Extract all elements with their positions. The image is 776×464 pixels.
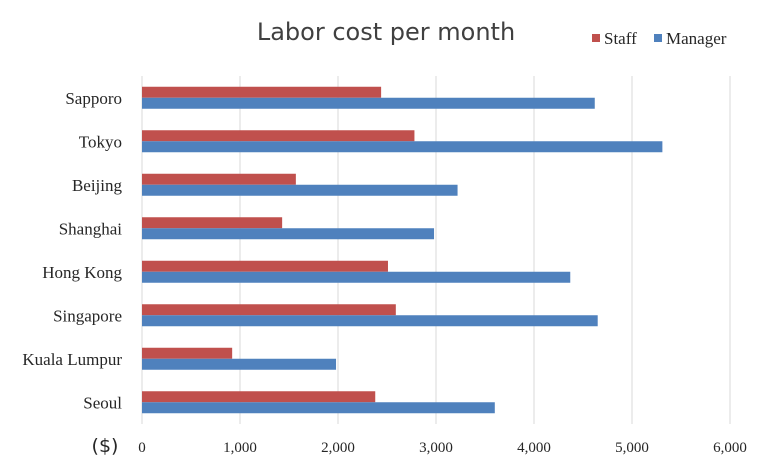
x-tick-label: 0 (138, 440, 146, 456)
bar-staff (142, 391, 376, 403)
legend-swatch (654, 34, 662, 42)
legend-label: Staff (604, 29, 637, 48)
bar-staff (142, 347, 233, 359)
x-tick-label: 6,000 (713, 440, 747, 456)
category-label: Shanghai (59, 219, 123, 238)
category-label: Singapore (53, 306, 122, 325)
bar-manager (142, 141, 663, 153)
bar-staff (142, 173, 296, 185)
bar-staff (142, 260, 388, 272)
legend-swatch (592, 34, 600, 42)
bar-manager (142, 228, 435, 240)
gridlines (141, 76, 731, 424)
bar-staff (142, 304, 396, 316)
category-label: Tokyo (79, 132, 122, 151)
x-tick-label: 4,000 (517, 440, 551, 456)
category-label: Kuala Lumpur (22, 350, 122, 369)
x-tick-labels: 0 1,000 2,000 3,000 4,000 5,000 6,000 (138, 440, 747, 456)
legend-label: Manager (666, 29, 727, 48)
bar-staff (142, 217, 283, 229)
category-label: Seoul (83, 393, 122, 412)
category-labels: Sapporo Tokyo Beijing Shanghai Hong Kong Sing… (22, 89, 122, 413)
category-label: Hong Kong (42, 263, 122, 282)
bar-manager (142, 184, 458, 196)
bar-staff (142, 86, 382, 98)
x-tick-label: 1,000 (223, 440, 257, 456)
chart-title: Labor cost per month (257, 18, 515, 46)
category-label: Sapporo (65, 89, 122, 108)
x-axis-unit-label: ($) (92, 435, 119, 457)
bar-manager (142, 315, 598, 327)
bar-staff (142, 130, 415, 142)
bar-manager (142, 402, 495, 414)
legend: Staff Manager (592, 29, 727, 48)
x-tick-label: 5,000 (615, 440, 649, 456)
bars (142, 86, 663, 414)
x-tick-label: 3,000 (419, 440, 453, 456)
x-tick-label: 2,000 (321, 440, 355, 456)
bar-manager (142, 271, 571, 283)
bar-manager (142, 97, 595, 109)
bar-manager (142, 358, 337, 370)
category-label: Beijing (72, 176, 123, 195)
